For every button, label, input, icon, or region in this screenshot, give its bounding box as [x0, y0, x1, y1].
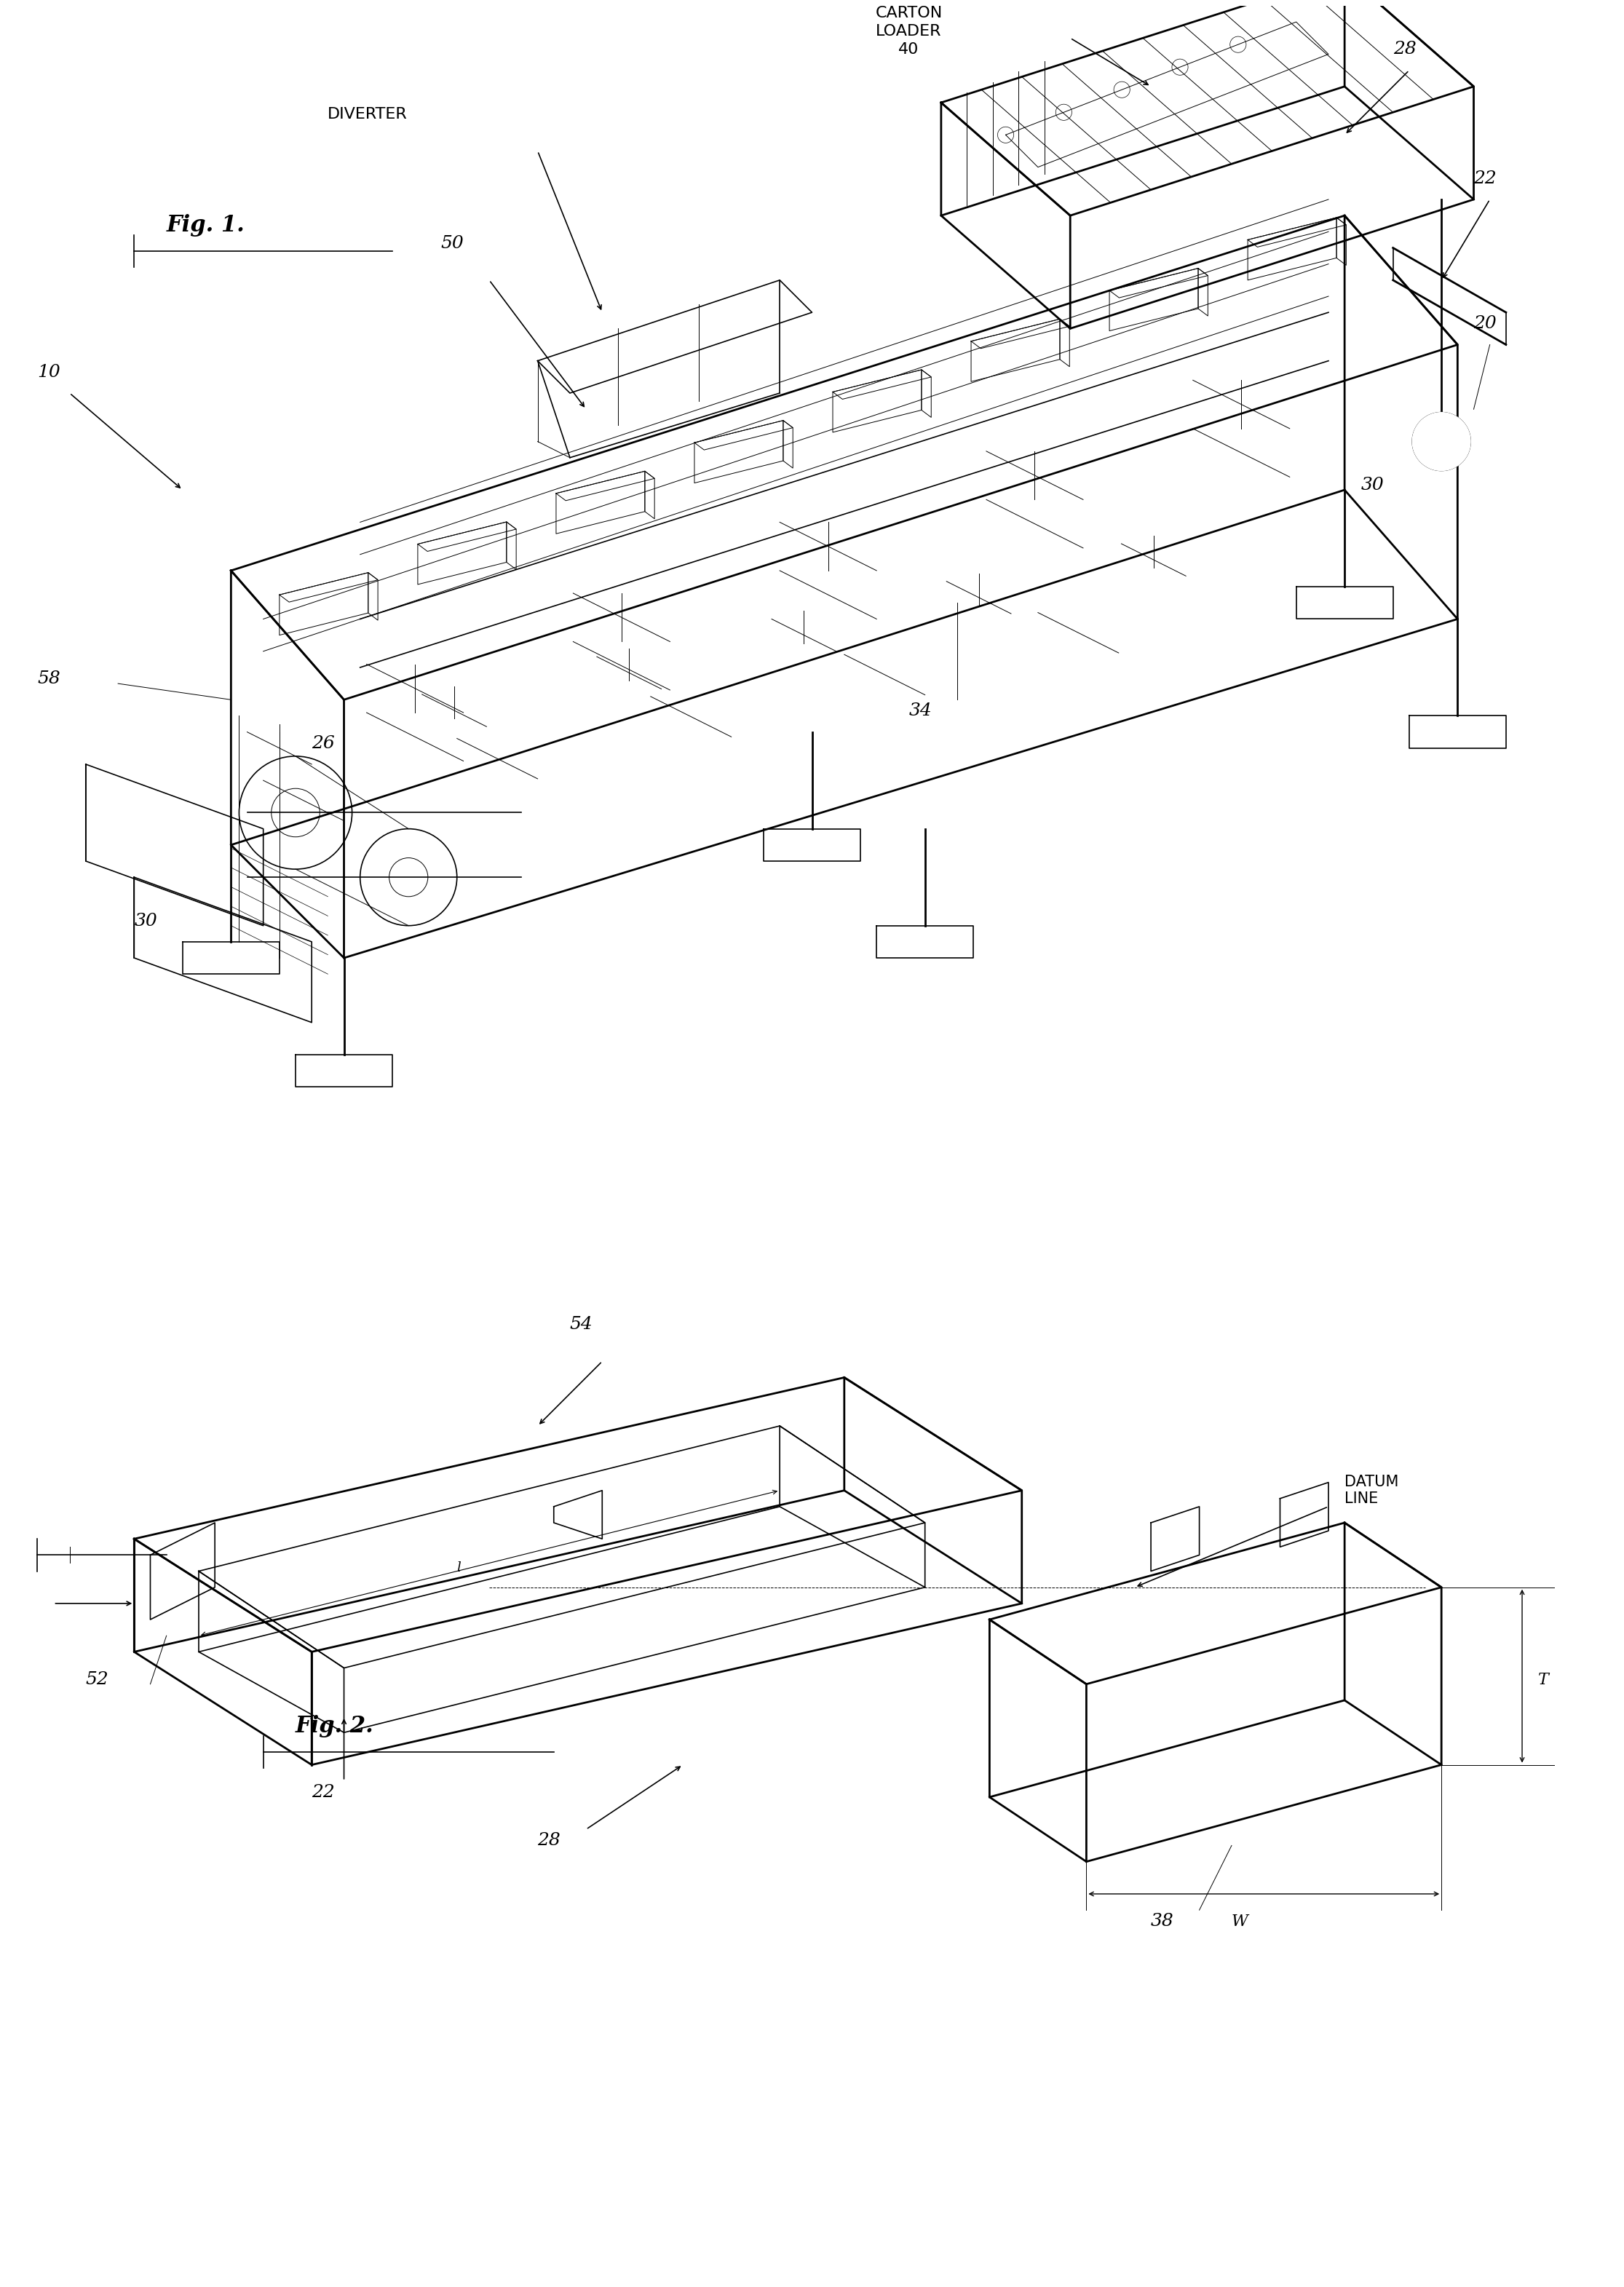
Text: Fig. 1.: Fig. 1. — [166, 215, 245, 238]
Text: 26: 26 — [312, 734, 335, 752]
Text: W: W — [1231, 1914, 1249, 1930]
Text: 50: 50 — [440, 236, 464, 252]
Text: 34: 34 — [909, 702, 932, 720]
Text: 28: 28 — [538, 1832, 560, 1850]
Text: 52: 52 — [86, 1672, 109, 1688]
Text: DATUM
LINE: DATUM LINE — [1345, 1475, 1398, 1507]
Text: l: l — [456, 1562, 461, 1573]
Text: 28: 28 — [1393, 41, 1416, 57]
Text: 22: 22 — [312, 1784, 335, 1800]
Circle shape — [1413, 412, 1470, 471]
Text: T: T — [1538, 1672, 1549, 1688]
Text: 54: 54 — [570, 1315, 593, 1333]
Text: 58: 58 — [37, 670, 60, 686]
Text: 30: 30 — [135, 913, 158, 929]
Text: 10: 10 — [37, 364, 60, 380]
Text: 30: 30 — [1361, 476, 1384, 494]
Text: CARTON
LOADER
40: CARTON LOADER 40 — [875, 7, 942, 57]
Text: 22: 22 — [1473, 169, 1497, 188]
Text: Fig. 2.: Fig. 2. — [296, 1715, 374, 1738]
Text: 20: 20 — [1473, 316, 1497, 332]
Text: 38: 38 — [1151, 1914, 1174, 1930]
Text: DIVERTER: DIVERTER — [328, 107, 408, 121]
